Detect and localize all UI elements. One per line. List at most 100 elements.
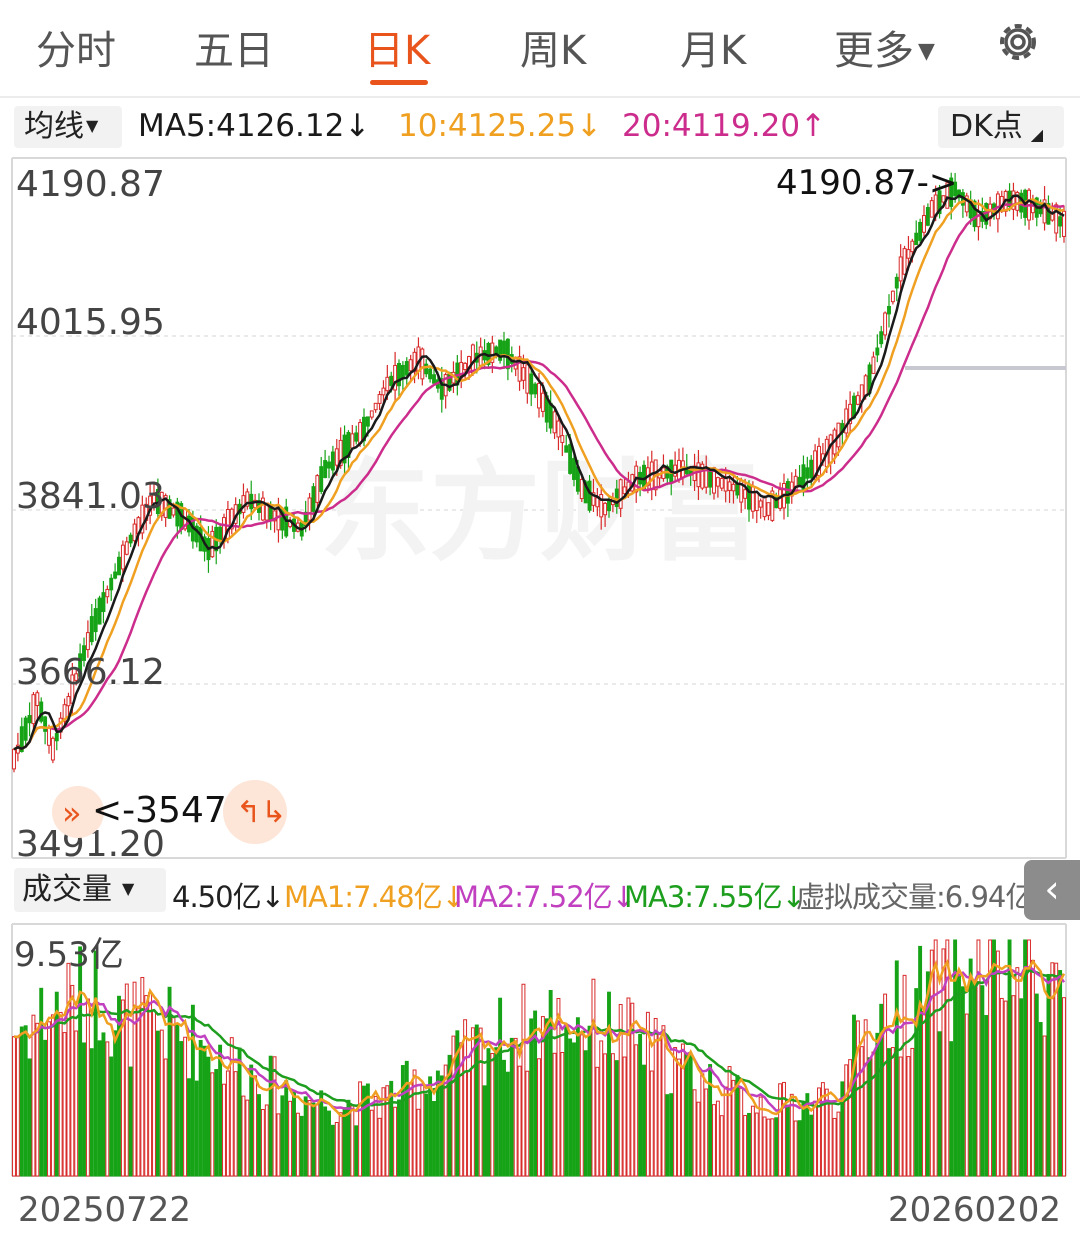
volume-bar bbox=[478, 1027, 483, 1177]
volume-bar bbox=[78, 946, 83, 1177]
tab-more[interactable]: 更多 ▼ bbox=[834, 18, 935, 76]
gear-icon bbox=[1000, 24, 1036, 60]
tab-five-day[interactable]: 五日 bbox=[194, 28, 274, 74]
signal-marker[interactable]: ↰↳ bbox=[223, 780, 287, 844]
volume-bar bbox=[295, 1112, 300, 1177]
volume-ma1-value: MA1:7.48亿↓ bbox=[284, 880, 466, 914]
volume-bar bbox=[968, 958, 973, 1177]
volume-bar bbox=[148, 991, 153, 1177]
tab-intraday[interactable]: 分时 bbox=[36, 28, 116, 74]
candle-body bbox=[311, 486, 316, 512]
volume-bar bbox=[206, 1056, 211, 1177]
volume-bar bbox=[455, 1030, 460, 1177]
volume-bar bbox=[1042, 1035, 1047, 1177]
candle-body bbox=[599, 494, 604, 518]
volume-bar bbox=[622, 1056, 627, 1177]
settings-button[interactable] bbox=[992, 16, 1044, 68]
candle-body bbox=[354, 432, 359, 442]
volume-bar bbox=[680, 1043, 685, 1177]
volume-bar bbox=[299, 1115, 304, 1177]
tab-daily-k[interactable]: 日K bbox=[364, 28, 431, 74]
volume-bar bbox=[750, 1105, 755, 1177]
volume-bar bbox=[35, 1022, 40, 1177]
indicator-dropdown[interactable]: 均线 ▼ bbox=[14, 106, 122, 148]
volume-bar bbox=[346, 1099, 351, 1177]
low-marker[interactable]: » bbox=[52, 786, 104, 838]
volume-bar bbox=[855, 1020, 860, 1177]
volume-bar bbox=[350, 1105, 355, 1177]
candle-body bbox=[855, 395, 860, 405]
candle-body bbox=[817, 445, 821, 477]
volume-bar bbox=[572, 1042, 576, 1177]
volume-indicator-dropdown[interactable]: 成交量 ▼ bbox=[14, 868, 166, 912]
collapse-panel-button[interactable]: ‹ bbox=[1024, 860, 1080, 920]
volume-bar bbox=[31, 1014, 36, 1177]
volume-bar bbox=[105, 1041, 110, 1177]
candle-body bbox=[412, 351, 417, 373]
volume-bar bbox=[661, 1025, 666, 1177]
volume-bar bbox=[385, 1085, 390, 1177]
volume-bar bbox=[210, 1072, 215, 1177]
tab-monthly-k[interactable]: 月K bbox=[680, 28, 747, 74]
candle-body bbox=[883, 312, 888, 336]
volume-bar bbox=[167, 986, 172, 1177]
volume-bar bbox=[334, 1121, 339, 1177]
volume-bar bbox=[548, 990, 553, 1177]
volume-bar bbox=[502, 1059, 506, 1177]
volume-bar bbox=[1015, 967, 1020, 1177]
ma5-line bbox=[13, 194, 1065, 751]
volume-bar bbox=[43, 1039, 48, 1177]
volume-bar bbox=[673, 1047, 678, 1177]
candle-body bbox=[723, 477, 728, 492]
price-gridlines bbox=[11, 157, 1067, 859]
candle-body bbox=[420, 348, 425, 380]
volume-bar bbox=[537, 1058, 541, 1177]
virtual-volume-value: 虚拟成交量:6.94亿 bbox=[796, 880, 1034, 914]
volume-bar bbox=[941, 948, 946, 1177]
volume-bar bbox=[132, 981, 137, 1177]
volume-bar bbox=[902, 974, 907, 1177]
volume-bars bbox=[12, 939, 1066, 1177]
candle-body bbox=[560, 435, 565, 443]
volume-bar bbox=[412, 1069, 417, 1177]
volume-bar bbox=[381, 1087, 386, 1177]
volume-bar bbox=[556, 998, 561, 1177]
dk-point-dropdown[interactable]: DK点 ◢ bbox=[938, 106, 1064, 148]
volume-bar bbox=[552, 1052, 557, 1177]
candle-body bbox=[766, 502, 771, 516]
candle-body bbox=[105, 588, 110, 598]
volume-bar bbox=[435, 1070, 440, 1177]
volume-bar bbox=[1003, 1000, 1008, 1177]
volume-bar bbox=[27, 1058, 32, 1177]
volume-bar bbox=[152, 1009, 156, 1177]
candle-body bbox=[941, 195, 946, 203]
volume-bar bbox=[844, 1064, 849, 1177]
candle-body bbox=[175, 501, 180, 527]
volume-bar bbox=[677, 1058, 681, 1177]
volume-bar bbox=[404, 1060, 409, 1177]
candle-body bbox=[128, 534, 133, 544]
end-date-label: 20260202 bbox=[888, 1190, 1062, 1230]
volume-bar bbox=[424, 1093, 429, 1177]
candle-body bbox=[902, 248, 907, 275]
price-label-top: 4190.87 bbox=[16, 164, 165, 205]
candle-body bbox=[929, 200, 934, 218]
volume-dropdown-label: 成交量 bbox=[22, 872, 112, 907]
volume-bar bbox=[785, 1104, 790, 1177]
volume-bar bbox=[879, 1003, 884, 1177]
volume-bar bbox=[525, 1070, 530, 1177]
candle-body bbox=[85, 632, 90, 651]
candle-body bbox=[540, 392, 545, 412]
volume-bar bbox=[964, 1013, 969, 1177]
volume-bar bbox=[529, 1018, 534, 1177]
candle-body bbox=[906, 249, 911, 259]
candle-body bbox=[245, 491, 250, 507]
volume-bar bbox=[144, 995, 149, 1177]
candle-body bbox=[470, 344, 475, 374]
volume-bar bbox=[1011, 995, 1016, 1177]
volume-bar bbox=[774, 1117, 779, 1177]
volume-bar bbox=[906, 1056, 911, 1177]
volume-bar bbox=[358, 1081, 363, 1177]
tab-weekly-k[interactable]: 周K bbox=[520, 28, 587, 74]
